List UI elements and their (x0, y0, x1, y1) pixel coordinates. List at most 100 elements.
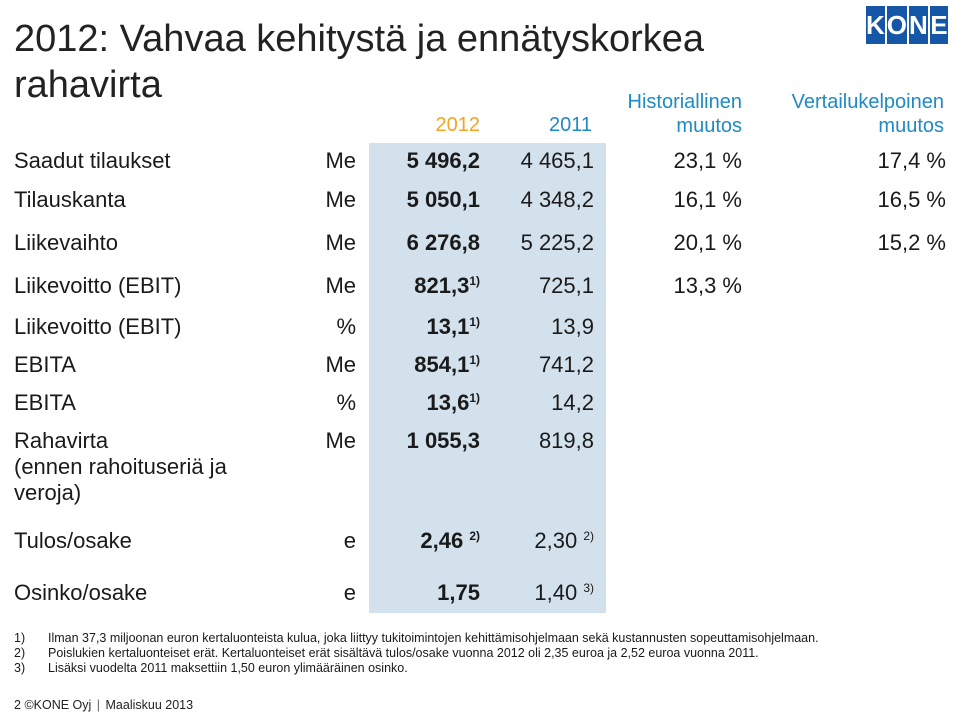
value-2012-text: 13,6 (426, 390, 470, 415)
row-label: Liikevoitto (EBIT) (14, 273, 344, 299)
value-2012: 13,11) (370, 314, 481, 340)
row-unit: Me (300, 148, 356, 174)
footnote-number: 3) (14, 661, 26, 675)
row-unit-text: Me (325, 273, 356, 298)
value-2012-text: 1 055,3 (406, 428, 480, 453)
value-2011: 5 225,2 (480, 230, 594, 256)
footnote: 2) Poislukien kertaluonteiset erät. Kert… (14, 646, 944, 661)
row-label: Liikevoitto (EBIT) (14, 314, 344, 340)
footnote-ref: 1) (469, 391, 480, 405)
row-unit-text: % (336, 390, 356, 415)
row-unit-text: e (343, 580, 356, 605)
value-2012: 5 050,1 (370, 187, 480, 213)
value-2011-text: 725,1 (538, 273, 594, 298)
row-unit-text: Me (325, 187, 356, 212)
footnote-ref: 1) (469, 353, 480, 367)
footnote-ref: 3) (583, 581, 594, 595)
footnote: 3) Lisäksi vuodelta 2011 maksettiin 1,50… (14, 661, 944, 676)
row-label: Osinko/osake (14, 580, 344, 606)
value-2012: 5 496,2 (370, 148, 480, 174)
value-historical-change-text: 20,1 % (673, 230, 743, 255)
footnote-text: Lisäksi vuodelta 2011 maksettiin 1,50 eu… (48, 661, 408, 675)
row-unit: Me (300, 273, 356, 299)
value-comparable-change-text: 16,5 % (877, 187, 947, 212)
value-2011: 725,1 (480, 273, 594, 299)
value-2011: 819,8 (480, 428, 594, 454)
footnote-ref: 1) (469, 274, 480, 288)
value-2012: 821,31) (370, 273, 480, 299)
row-label-text: EBITA (14, 352, 76, 377)
logo-letter-k: K (866, 6, 885, 44)
row-unit: e (300, 528, 356, 554)
value-2011: 13,9 (480, 314, 594, 340)
footnote-number: 1) (14, 631, 26, 645)
row-unit: Me (300, 230, 356, 256)
row-label: Tulos/osake (14, 528, 344, 554)
value-historical-change: 20,1 % (600, 230, 743, 256)
row-unit: % (300, 314, 356, 340)
footnote-number: 2) (14, 646, 26, 660)
value-2011-text: 2,30 (534, 528, 584, 553)
value-comparable-change-text: 15,2 % (877, 230, 947, 255)
value-2011: 2,30 2) (480, 528, 594, 554)
logo-letter-o: O (886, 6, 908, 44)
header-2011: 2011 (548, 114, 592, 136)
value-historical-change: 23,1 % (600, 148, 743, 174)
logo-letter-e: E (929, 6, 948, 44)
copyright: ©KONE Oyj (24, 698, 92, 712)
value-2011-text: 5 225,2 (520, 230, 594, 255)
row-unit: Me (300, 187, 356, 213)
row-label-text: Liikevoitto (EBIT) (14, 314, 182, 339)
value-2011-text: 4 348,2 (520, 187, 594, 212)
value-2012-text: 13,1 (426, 314, 470, 339)
row-label: EBITA (14, 390, 344, 416)
row-label-text: EBITA (14, 390, 76, 415)
row-unit: e (300, 580, 356, 606)
slide-footer: 2 ©KONE Oyj | Maaliskuu 2013 (14, 698, 194, 712)
row-label: Saadut tilaukset (14, 148, 344, 174)
value-2012-text: 1,75 (437, 580, 480, 605)
value-2012-text: 854,1 (414, 352, 470, 377)
value-historical-change-text: 16,1 % (673, 187, 743, 212)
row-label: Tilauskanta (14, 187, 344, 213)
value-2012: 2,46 2) (370, 528, 480, 554)
footnote-ref: 1) (469, 315, 480, 329)
value-comparable-change: 15,2 % (760, 230, 947, 256)
value-2011-text: 4 465,1 (520, 148, 594, 173)
header-2012: 2012 (435, 114, 481, 136)
slide-title: 2012: Vahvaa kehitystä ja ennätyskorkea … (14, 18, 705, 106)
row-label-text: Liikevaihto (14, 230, 118, 255)
row-label-text: Osinko/osake (14, 580, 148, 605)
value-comparable-change: 16,5 % (760, 187, 947, 213)
row-unit-text: Me (325, 148, 356, 173)
row-label-text: Tilauskanta (14, 187, 126, 212)
row-unit-text: e (343, 528, 356, 553)
header-comparable-change: Vertailukelpoinen muutos (791, 91, 944, 137)
value-2011: 1,40 3) (480, 580, 594, 606)
logo-letter-n: N (909, 6, 928, 44)
value-historical-change-text: 13,3 % (673, 273, 743, 298)
header-historical-change: Historiallinen muutos (627, 91, 743, 137)
value-2011-text: 741,2 (538, 352, 594, 377)
value-2011-text: 1,40 (534, 580, 584, 605)
value-2011-text: 13,9 (551, 314, 594, 339)
kone-logo: K O N E (866, 6, 948, 44)
footnote-text: Poislukien kertaluonteiset erät. Kertalu… (48, 646, 759, 660)
value-2012-text: 5 050,1 (406, 187, 480, 212)
footnotes: 1) Ilman 37,3 miljoonan euron kertaluont… (14, 631, 944, 676)
value-2012-text: 821,3 (414, 273, 470, 298)
highlight-column-2012-2011 (369, 143, 606, 613)
row-unit-text: Me (325, 230, 356, 255)
value-2011-text: 819,8 (538, 428, 594, 453)
value-2011: 741,2 (480, 352, 594, 378)
row-unit: % (300, 390, 356, 416)
footnote: 1) Ilman 37,3 miljoonan euron kertaluont… (14, 631, 944, 646)
row-label: EBITA (14, 352, 344, 378)
footer-date: Maaliskuu 2013 (105, 698, 194, 712)
value-2012-text: 2,46 (420, 528, 470, 553)
value-comparable-change-text: 17,4 % (877, 148, 947, 173)
value-2012: 13,61) (370, 390, 481, 416)
row-label-text: Saadut tilaukset (14, 148, 171, 173)
footnote-ref: 2) (583, 529, 594, 543)
page-number: 2 (14, 698, 21, 712)
